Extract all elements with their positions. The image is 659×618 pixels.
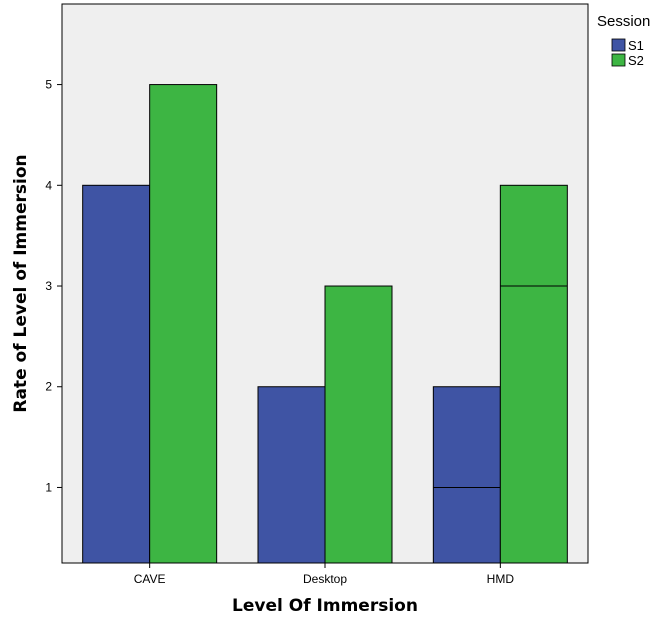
bar-s1-cave <box>82 184 151 564</box>
legend-label-s2: S2 <box>628 53 644 68</box>
x-axis-title: Level Of Immersion <box>232 596 418 616</box>
y-tick-label: 4 <box>45 178 52 192</box>
bar-s2-cave <box>149 84 218 564</box>
bars-layer <box>82 84 568 564</box>
y-axis-title: Rate of Level of Immersion <box>11 154 31 412</box>
bar-s1-desktop <box>257 386 326 564</box>
y-tick-label: 1 <box>45 480 52 494</box>
legend-swatch-s1 <box>611 38 626 52</box>
legend-swatch-s2 <box>611 53 626 67</box>
axes-layer: CAVE Desktop HMD 1 2 3 4 5 <box>45 78 514 586</box>
bar-s1-hmd <box>432 386 501 564</box>
y-tick-label: 2 <box>45 380 52 394</box>
x-tick-label: Desktop <box>303 572 347 586</box>
x-tick-label: CAVE <box>134 572 166 586</box>
x-tick-label: HMD <box>487 572 515 586</box>
legend-title: Session <box>597 13 650 30</box>
y-tick-label: 3 <box>45 279 52 293</box>
bar-s2-hmd <box>499 184 568 564</box>
bar-s2-desktop <box>324 285 393 564</box>
legend-label-s1: S1 <box>628 38 644 53</box>
y-tick-label: 5 <box>45 78 52 92</box>
